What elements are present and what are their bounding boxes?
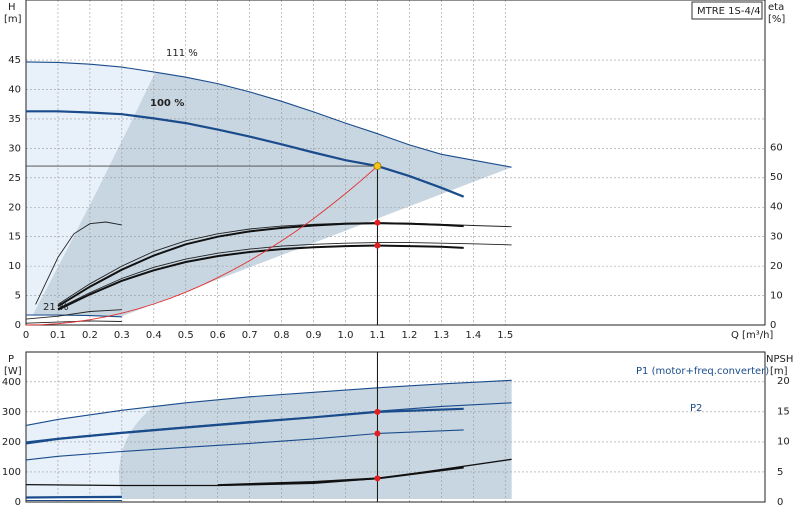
- npsh-tick-label: 15: [777, 406, 790, 417]
- x-tick-label: 0.9: [306, 330, 322, 341]
- eta-axis-label: eta: [768, 2, 784, 13]
- h-axis-label: H: [8, 2, 16, 13]
- x-tick-label: 0.5: [178, 330, 194, 341]
- x-tick-label: 1.3: [433, 330, 449, 341]
- x-tick-label: 0: [23, 330, 29, 341]
- top-series-line: [57, 244, 464, 311]
- eta-tick-label: 50: [770, 172, 783, 183]
- bottom-grid: [26, 352, 765, 502]
- h-tick-label: 15: [8, 232, 21, 243]
- x-tick-label: 0.1: [50, 330, 66, 341]
- label-p1: P1 (motor+freq.converter): [636, 366, 769, 377]
- h-tick-label: 40: [8, 85, 21, 96]
- p-tick-label: 100: [2, 467, 21, 478]
- h-tick-label: 20: [8, 202, 21, 213]
- label-p2: P2: [690, 403, 702, 414]
- x-tick-label: 0.8: [274, 330, 290, 341]
- top-series-group: [25, 61, 512, 326]
- eta-point-marker: [374, 219, 381, 226]
- bottom-series-line: [25, 379, 512, 426]
- bottom-series-group: [25, 352, 512, 502]
- top-series-line: [26, 314, 122, 318]
- h-tick-label: 10: [8, 261, 21, 272]
- p-tick-label: 0: [15, 497, 21, 508]
- top-tick-labels: 0 0.1 0.2 0.3 0.4 0.5 0.6 0.7 0.8 0.9 1.0 1.1 1.2 1.3…: [8, 55, 782, 341]
- top-series-line: [57, 222, 464, 308]
- eta-tick-label: 0: [770, 320, 776, 331]
- x-tick-label: 1.5: [497, 330, 513, 341]
- h-axis-unit: [m]: [4, 14, 22, 25]
- eta-tick-label: 10: [770, 290, 783, 301]
- p-tick-label: 400: [2, 377, 21, 388]
- eta-point-marker-2: [374, 242, 381, 249]
- top-series-line: [26, 110, 465, 198]
- top-plot-frame: [25, 0, 766, 326]
- h-tick-label: 35: [8, 114, 21, 125]
- label-111-percent: 111 %: [166, 48, 198, 59]
- p1-point-marker: [374, 408, 381, 415]
- p2-point-marker: [374, 430, 381, 437]
- x-tick-label: 0.2: [82, 330, 98, 341]
- x-tick-label: 0.3: [114, 330, 130, 341]
- top-dark-area: [32, 71, 512, 317]
- x-tick-label: 1.2: [401, 330, 417, 341]
- title-box: [691, 1, 763, 20]
- eta-tick-label: 40: [770, 202, 783, 213]
- h-tick-label: 30: [8, 143, 21, 154]
- x-tick-label: 0.6: [210, 330, 226, 341]
- npsh-tick-label: 0: [777, 497, 783, 508]
- top-series-line: [25, 61, 512, 168]
- label-100-percent: 100 %: [150, 98, 184, 109]
- h-tick-label: 5: [15, 291, 21, 302]
- bottom-tick-labels: 0 100 200 300 400 0 5 10 15 20: [2, 376, 790, 508]
- eta-axis-unit: [%]: [768, 14, 785, 25]
- p-axis-unit: [W]: [4, 366, 22, 377]
- duty-point-marker: [373, 162, 382, 170]
- npsh-axis-unit: [m]: [770, 366, 788, 377]
- top-series-line: [57, 242, 512, 309]
- top-series-line: [25, 320, 122, 324]
- x-tick-label: 1.0: [338, 330, 354, 341]
- h-tick-label: 25: [8, 173, 21, 184]
- bottom-series-line: [25, 407, 464, 445]
- x-tick-label: 0.4: [146, 330, 162, 341]
- h-tick-label: 0: [15, 320, 21, 331]
- top-series-line: [25, 309, 122, 320]
- bottom-plot-frame: [25, 351, 766, 503]
- eta-tick-label: 30: [770, 231, 783, 242]
- x-tick-label: 0.7: [242, 330, 258, 341]
- system-curve: [25, 165, 378, 326]
- npsh-axis-label: NPSH: [766, 354, 793, 365]
- chart-title: MTRE 1S-4/4: [697, 6, 761, 17]
- operating-point-markers: [373, 162, 382, 482]
- p-tick-label: 300: [2, 407, 21, 418]
- label-21-percent: 21 %: [43, 302, 68, 313]
- npsh-tick-label: 20: [777, 376, 790, 387]
- npsh-point-marker: [374, 475, 381, 482]
- top-grid: [26, 0, 765, 325]
- q-axis-label: Q [m³/h]: [731, 330, 773, 341]
- npsh-tick-label: 5: [777, 467, 783, 478]
- h-tick-label: 45: [8, 55, 21, 66]
- eta-tick-label: 20: [770, 261, 783, 272]
- p-axis-label: P: [8, 354, 14, 365]
- npsh-line: [217, 466, 464, 487]
- eta-tick-label: 60: [770, 143, 783, 154]
- npsh-tick-label: 10: [777, 437, 790, 448]
- x-tick-label: 1.1: [369, 330, 385, 341]
- bottom-series-line: [25, 495, 122, 499]
- p-tick-label: 200: [2, 437, 21, 448]
- x-tick-label: 1.4: [465, 330, 481, 341]
- bottom-series-line: [25, 429, 464, 461]
- top-series-line: [35, 221, 122, 305]
